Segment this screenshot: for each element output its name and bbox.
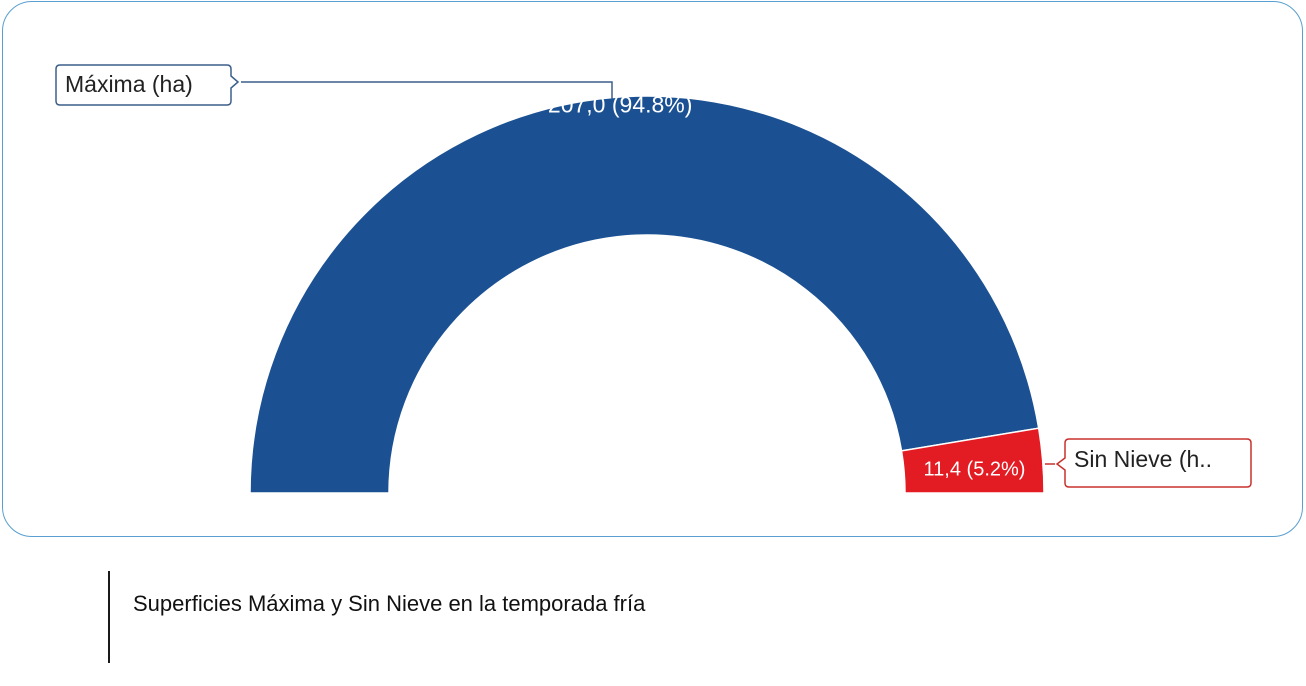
legend-label-0: Máxima (ha): [65, 71, 193, 97]
legend-box-1: [1055, 438, 1252, 488]
leader-line-0: [241, 81, 613, 99]
donut-slice-1: [900, 427, 1045, 494]
donut-slice-0: [249, 95, 1040, 494]
legend-box-0: [55, 64, 240, 106]
data-label-0: 207,0 (94.8%): [548, 92, 692, 118]
semi-donut-chart: 207,0 (94.8%) 11,4 (5.2%) Máxima (ha) Sin N…: [55, 64, 1252, 494]
legend-label-1: Sin Nieve (h..: [1074, 446, 1212, 472]
caption-divider: [108, 571, 110, 663]
chart-frame: 207,0 (94.8%) 11,4 (5.2%) Máxima (ha) Sin N…: [2, 1, 1303, 537]
data-label-1: 11,4 (5.2%): [924, 458, 1026, 480]
figure-caption: Superficies Máxima y Sin Nieve en la tem…: [133, 591, 646, 616]
